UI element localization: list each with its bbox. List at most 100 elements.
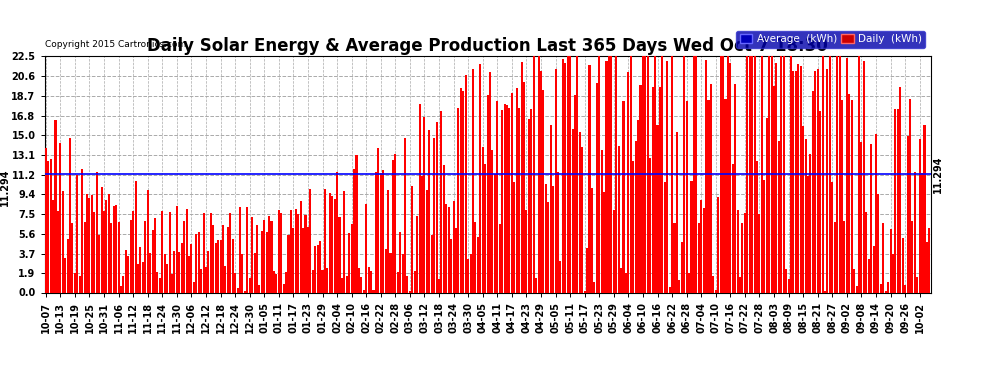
Bar (773, 86, 775, 292)
Bar (615, 46, 618, 292)
Bar (663, 182, 666, 292)
Bar (725, 99, 727, 292)
Bar (93, 212, 95, 292)
Bar (205, 267, 207, 292)
Bar (346, 276, 347, 292)
Bar (797, 64, 799, 292)
Bar (640, 85, 642, 292)
Bar (693, 46, 695, 292)
Bar (880, 284, 882, 292)
Bar (312, 270, 314, 292)
Bar (411, 186, 414, 292)
Bar (256, 225, 258, 292)
Bar (280, 213, 282, 292)
Bar (720, 46, 722, 292)
Bar (656, 125, 658, 292)
Bar (817, 69, 819, 292)
Bar (290, 210, 292, 292)
Bar (237, 288, 239, 292)
Bar (608, 46, 610, 292)
Bar (875, 134, 877, 292)
Bar (761, 46, 763, 292)
Bar (472, 69, 474, 292)
Bar (88, 198, 90, 292)
Bar (474, 222, 476, 292)
Bar (362, 290, 364, 292)
Bar (703, 208, 705, 292)
Bar (275, 274, 277, 292)
Bar (805, 139, 807, 292)
Bar (919, 139, 921, 292)
Bar (332, 195, 334, 292)
Bar (511, 93, 513, 292)
Bar (829, 46, 831, 292)
Bar (329, 193, 331, 292)
Bar (455, 228, 457, 292)
Bar (559, 261, 561, 292)
Bar (554, 69, 556, 292)
Bar (576, 46, 578, 292)
Bar (101, 187, 103, 292)
Bar (566, 56, 568, 292)
Bar (792, 71, 795, 292)
Bar (300, 201, 302, 292)
Bar (367, 267, 369, 292)
Bar (531, 109, 533, 292)
Bar (225, 266, 227, 292)
Bar (360, 277, 362, 292)
Bar (770, 46, 772, 292)
Bar (683, 46, 685, 292)
Bar (355, 155, 357, 292)
Bar (438, 279, 441, 292)
Bar (659, 87, 661, 292)
Bar (370, 271, 372, 292)
Bar (812, 91, 814, 292)
Bar (407, 276, 409, 292)
Bar (118, 222, 120, 292)
Bar (113, 206, 115, 292)
Bar (282, 285, 285, 292)
Bar (858, 46, 860, 292)
Bar (230, 213, 232, 292)
Bar (509, 108, 511, 292)
Bar (273, 271, 275, 292)
Bar (130, 220, 132, 292)
Bar (317, 245, 319, 292)
Bar (668, 288, 670, 292)
Bar (802, 126, 804, 292)
Bar (564, 63, 566, 292)
Bar (128, 256, 130, 292)
Bar (222, 225, 224, 292)
Bar (115, 205, 117, 292)
Bar (907, 136, 909, 292)
Bar (887, 282, 889, 292)
Bar (916, 277, 919, 292)
Bar (574, 95, 576, 292)
Bar (314, 246, 316, 292)
Bar (469, 254, 471, 292)
Bar (867, 259, 870, 292)
Bar (695, 48, 697, 292)
Bar (588, 65, 591, 292)
Bar (348, 233, 350, 292)
Bar (103, 211, 105, 292)
Text: 11.294: 11.294 (0, 169, 10, 206)
Bar (914, 172, 916, 292)
Bar (618, 146, 620, 292)
Bar (593, 282, 595, 292)
Bar (123, 276, 125, 292)
Title: Daily Solar Energy & Average Production Last 365 Days Wed Oct 7 18:30: Daily Solar Energy & Average Production … (148, 37, 828, 55)
Bar (489, 72, 491, 292)
Bar (344, 191, 346, 292)
Bar (603, 192, 605, 292)
Bar (110, 224, 112, 292)
Bar (178, 252, 180, 292)
Bar (722, 46, 724, 292)
Bar (625, 273, 627, 292)
Bar (633, 161, 635, 292)
Bar (96, 172, 98, 292)
Bar (183, 220, 185, 292)
Bar (678, 280, 680, 292)
Bar (232, 239, 234, 292)
Bar (484, 164, 486, 292)
